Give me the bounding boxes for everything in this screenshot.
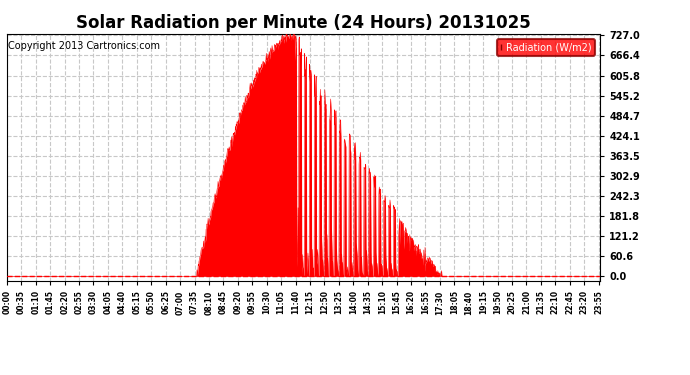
Title: Solar Radiation per Minute (24 Hours) 20131025: Solar Radiation per Minute (24 Hours) 20… xyxy=(76,14,531,32)
Legend: Radiation (W/m2): Radiation (W/m2) xyxy=(497,39,595,56)
Text: Copyright 2013 Cartronics.com: Copyright 2013 Cartronics.com xyxy=(8,41,160,51)
